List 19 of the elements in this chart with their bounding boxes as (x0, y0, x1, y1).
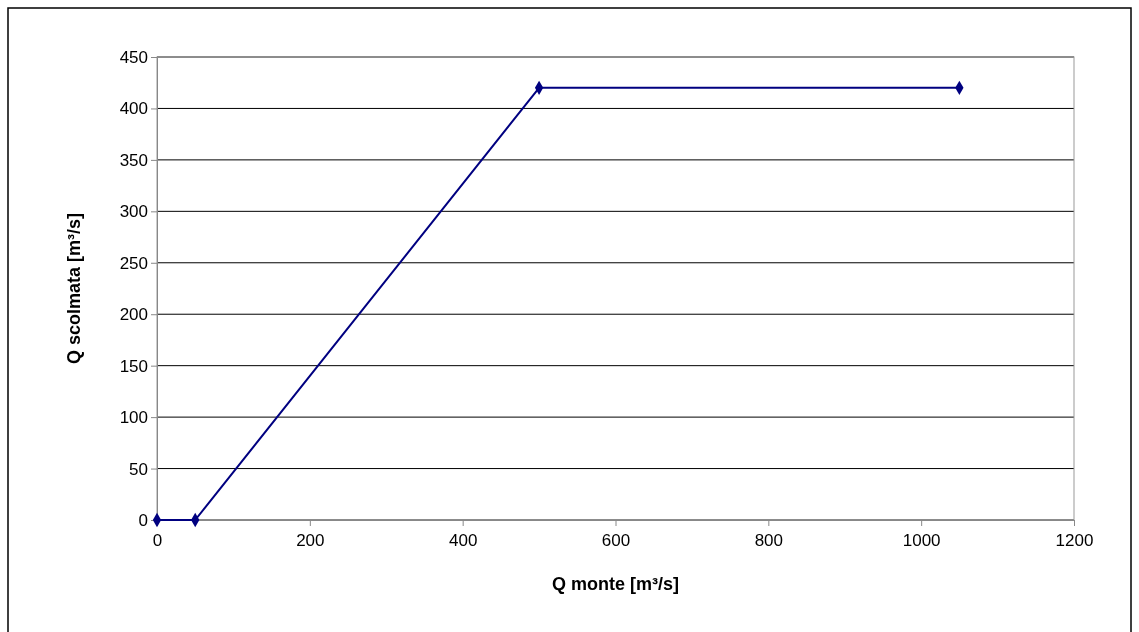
y-tick-label: 50 (129, 459, 148, 479)
y-tick-label: 350 (119, 150, 148, 170)
y-tick-label: 450 (119, 47, 148, 67)
x-tick-label: 1000 (902, 531, 941, 550)
y-tick-label: 100 (119, 408, 148, 428)
y-tick-label: 150 (119, 356, 148, 376)
x-tick-label: 1200 (1055, 531, 1094, 550)
y-tick-label: 400 (119, 99, 148, 119)
x-tick-label: 0 (152, 531, 163, 550)
x-tick-label: 800 (754, 531, 784, 550)
x-tick-label: 200 (296, 531, 325, 550)
y-tick-label: 250 (119, 253, 148, 273)
y-tick-label: 200 (119, 305, 148, 325)
y-tick-label: 0 (138, 510, 148, 530)
x-tick-label: 400 (448, 531, 478, 550)
y-tick-label: 300 (119, 202, 148, 222)
x-tick-label: 600 (601, 531, 631, 550)
x-axis-title: Q monte [m³/s] (551, 574, 680, 594)
y-axis-title: Q scolmata [m³/s] (64, 212, 84, 365)
